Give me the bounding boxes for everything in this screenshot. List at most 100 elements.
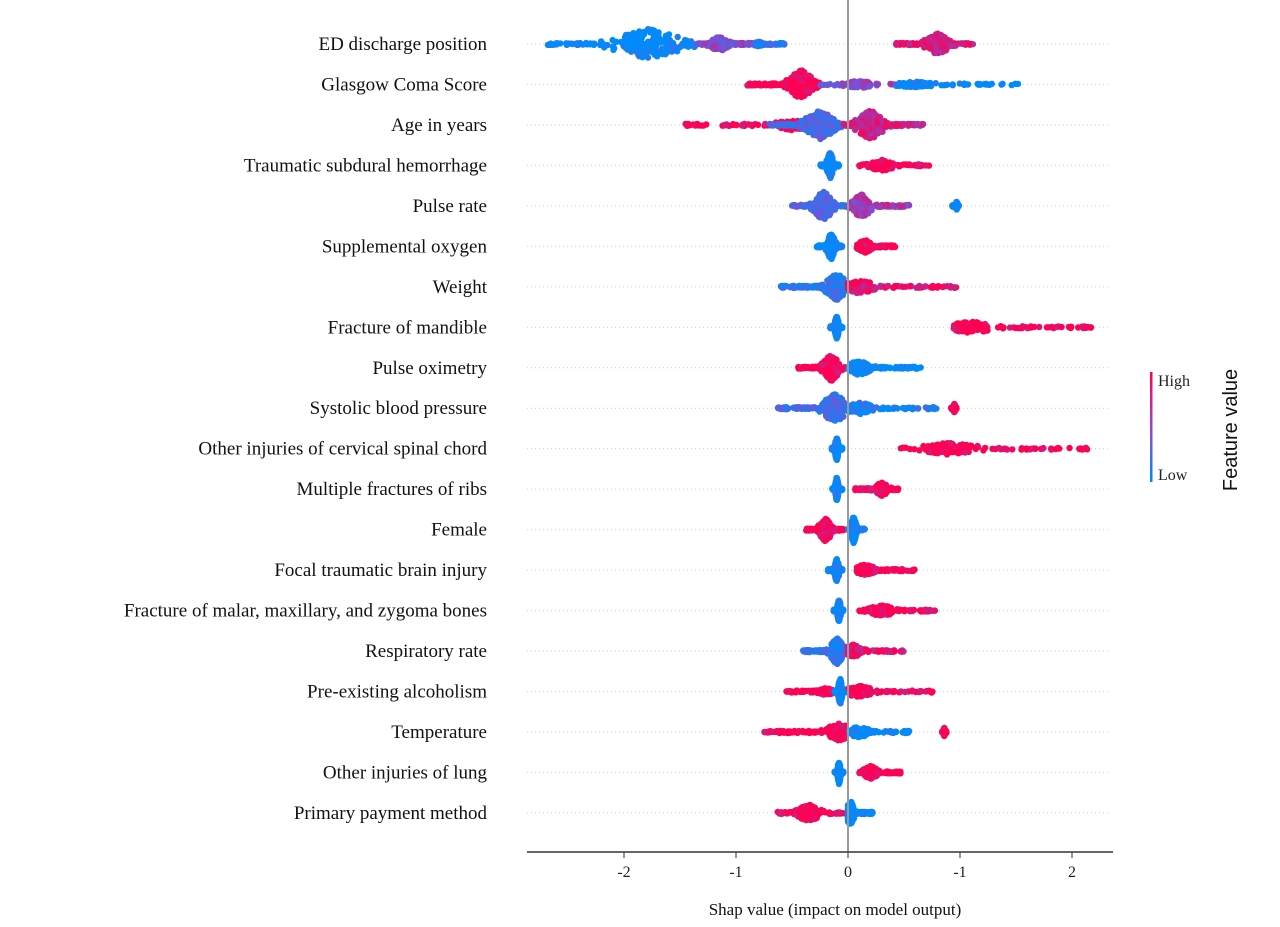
shap-dot bbox=[943, 451, 951, 458]
shap-dot bbox=[838, 396, 846, 403]
shap-dot bbox=[729, 121, 736, 129]
shap-dot bbox=[796, 74, 803, 82]
shap-dot bbox=[738, 122, 746, 129]
shap-dot bbox=[801, 283, 808, 291]
feature-label: Glasgow Coma Score bbox=[321, 74, 487, 95]
shap-dot bbox=[906, 40, 913, 47]
feature-label: Fracture of malar, maxillary, and zygoma… bbox=[124, 601, 487, 622]
shap-dot bbox=[838, 413, 845, 420]
shap-dot bbox=[687, 121, 694, 129]
shap-dot bbox=[831, 364, 838, 371]
shap-dot bbox=[830, 199, 838, 206]
shap-dot bbox=[969, 318, 976, 326]
shap-dot bbox=[887, 364, 894, 372]
shap-dot bbox=[947, 439, 954, 447]
shap-dot bbox=[936, 36, 944, 44]
shap-dot bbox=[754, 40, 761, 48]
shap-dot bbox=[871, 286, 878, 293]
shap-dot bbox=[868, 204, 875, 212]
shap-dot bbox=[780, 282, 787, 290]
shap-dot bbox=[1048, 323, 1056, 331]
shap-dot bbox=[744, 40, 751, 47]
feature-dots-row bbox=[817, 150, 933, 181]
shap-dot bbox=[879, 405, 887, 413]
shap-dot bbox=[837, 444, 844, 452]
feature-label: Pulse rate bbox=[413, 196, 487, 217]
shap-dot bbox=[807, 364, 815, 372]
shap-dot bbox=[851, 118, 858, 126]
shap-dot bbox=[693, 40, 701, 47]
shap-dot bbox=[935, 283, 942, 290]
shap-dot bbox=[611, 45, 618, 52]
shap-dot bbox=[714, 34, 721, 41]
shap-dot bbox=[839, 290, 847, 297]
feature-label: Systolic blood pressure bbox=[310, 398, 487, 419]
shap-dot bbox=[912, 83, 919, 91]
feature-dots-row bbox=[829, 474, 902, 503]
shap-dot bbox=[863, 237, 870, 244]
shap-dot bbox=[933, 32, 940, 39]
shap-dot bbox=[1087, 324, 1095, 331]
shap-dot bbox=[879, 156, 886, 164]
shap-dot bbox=[903, 121, 911, 128]
shap-dot bbox=[853, 403, 860, 410]
feature-label: Pulse oximetry bbox=[372, 358, 487, 379]
shap-dot bbox=[1008, 81, 1015, 89]
shap-dot bbox=[817, 113, 825, 120]
shap-dot bbox=[860, 161, 867, 168]
shap-dot bbox=[838, 243, 845, 251]
shap-dot bbox=[628, 35, 636, 42]
feature-dots-row bbox=[828, 435, 1091, 463]
shap-dot bbox=[701, 40, 708, 48]
shap-dot bbox=[828, 323, 835, 330]
shap-dot bbox=[904, 161, 911, 169]
shap-dot bbox=[913, 120, 920, 128]
shap-dot bbox=[864, 247, 871, 254]
shap-dot bbox=[836, 402, 843, 409]
shap-dot bbox=[796, 82, 803, 90]
shap-dot bbox=[918, 120, 926, 128]
shap-dot bbox=[771, 41, 778, 48]
shap-dot bbox=[817, 192, 824, 200]
shap-dot bbox=[617, 38, 625, 46]
feature-label: Multiple fractures of ribs bbox=[297, 479, 487, 500]
shap-dot bbox=[926, 82, 933, 89]
feature-label: Weight bbox=[433, 277, 488, 298]
shap-dot bbox=[1032, 445, 1039, 452]
shap-dot bbox=[922, 446, 929, 453]
shap-dot bbox=[695, 122, 703, 129]
shap-dot bbox=[626, 42, 633, 49]
shap-dot bbox=[823, 405, 830, 412]
shap-dot bbox=[951, 284, 958, 291]
shap-dot bbox=[981, 324, 989, 331]
feature-dots-row bbox=[777, 272, 960, 303]
feature-dots-row bbox=[744, 67, 1022, 101]
shap-dot bbox=[789, 77, 796, 85]
shap-dot bbox=[866, 83, 873, 90]
shap-dot bbox=[833, 455, 841, 462]
shap-dot bbox=[582, 39, 590, 47]
shap-dot bbox=[830, 272, 837, 279]
shap-dot bbox=[832, 439, 839, 447]
shap-dot bbox=[890, 242, 898, 249]
shap-dot bbox=[881, 123, 888, 131]
feature-label: Respiratory rate bbox=[365, 641, 487, 662]
shap-dot bbox=[972, 445, 979, 453]
shap-dot bbox=[899, 203, 906, 210]
feature-label: Other injuries of cervical spinal chord bbox=[198, 439, 487, 460]
shap-dot bbox=[641, 49, 648, 56]
shap-dot bbox=[875, 128, 883, 135]
shap-dot bbox=[851, 366, 858, 373]
feature-dots-row bbox=[774, 391, 960, 424]
shap-dot bbox=[668, 46, 676, 53]
shap-dot bbox=[659, 37, 666, 44]
shap-dot bbox=[916, 447, 923, 454]
shap-dot bbox=[906, 283, 913, 290]
row-gridlines bbox=[527, 43, 1110, 814]
shap-dot bbox=[817, 242, 825, 249]
feature-label: Pre-existing alcoholism bbox=[307, 682, 487, 703]
shap-dot bbox=[922, 404, 929, 411]
shap-dot bbox=[836, 282, 843, 290]
